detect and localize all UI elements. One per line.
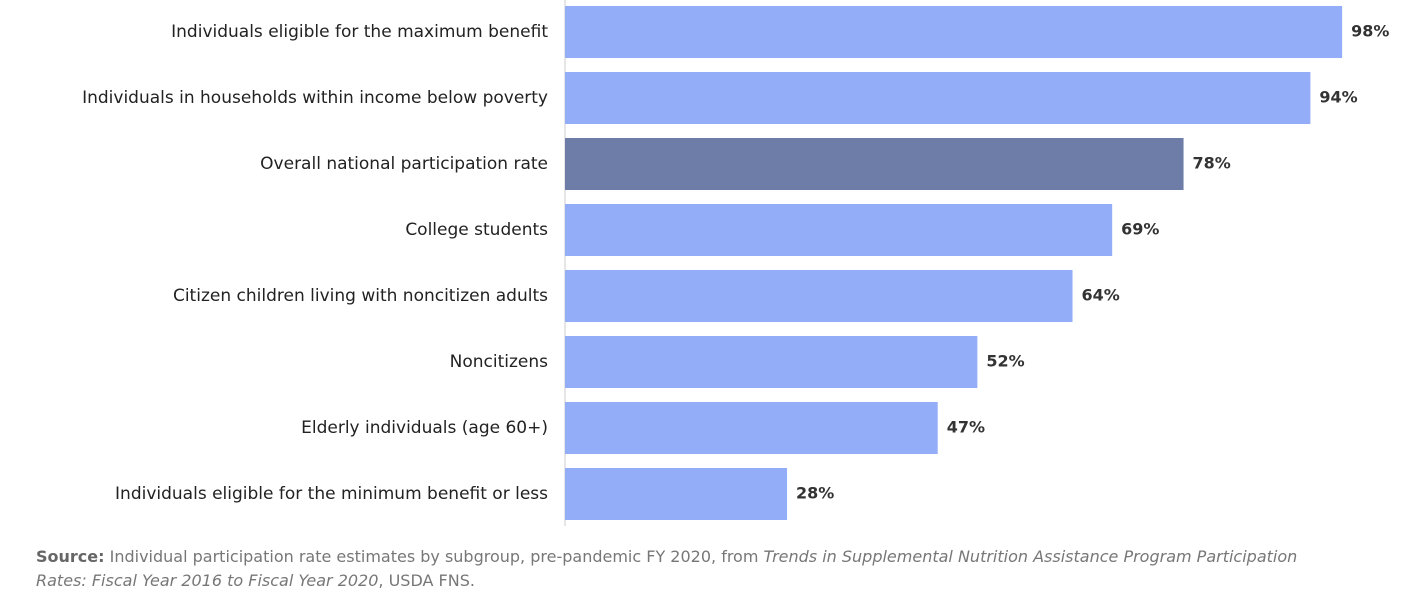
category-label: Noncitizens — [450, 352, 549, 372]
value-label: 78% — [1193, 154, 1231, 173]
chart: Individuals eligible for the maximum ben… — [82, 0, 1389, 526]
source-title: Trends in Supplemental Nutrition Assista… — [36, 547, 1298, 590]
category-label: Overall national participation rate — [260, 154, 548, 174]
value-label: 28% — [796, 484, 834, 503]
bar — [565, 204, 1113, 256]
bar — [565, 468, 788, 520]
category-label: Citizen children living with noncitizen … — [173, 286, 548, 306]
category-label: Elderly individuals (age 60+) — [301, 418, 548, 438]
source-label: Source: — [36, 547, 105, 566]
value-label: 47% — [947, 418, 985, 437]
category-label: College students — [405, 220, 548, 240]
value-label: 52% — [986, 352, 1024, 371]
category-label: Individuals in households within income … — [82, 88, 548, 108]
category-label: Individuals eligible for the minimum ben… — [115, 484, 548, 504]
value-label: 94% — [1319, 88, 1357, 107]
bar — [565, 402, 938, 454]
bar — [565, 336, 978, 388]
bar — [565, 6, 1343, 58]
value-label: 69% — [1121, 220, 1159, 239]
bar — [565, 138, 1184, 190]
category-label: Individuals eligible for the maximum ben… — [171, 22, 548, 42]
source-suffix: , USDA FNS. — [378, 571, 475, 590]
source-text: Individual participation rate estimates … — [109, 547, 759, 566]
source-note: Source: Individual participation rate es… — [36, 545, 1326, 593]
value-label: 98% — [1351, 22, 1389, 41]
value-label: 64% — [1082, 286, 1120, 305]
bar — [565, 72, 1311, 124]
bar — [565, 270, 1073, 322]
